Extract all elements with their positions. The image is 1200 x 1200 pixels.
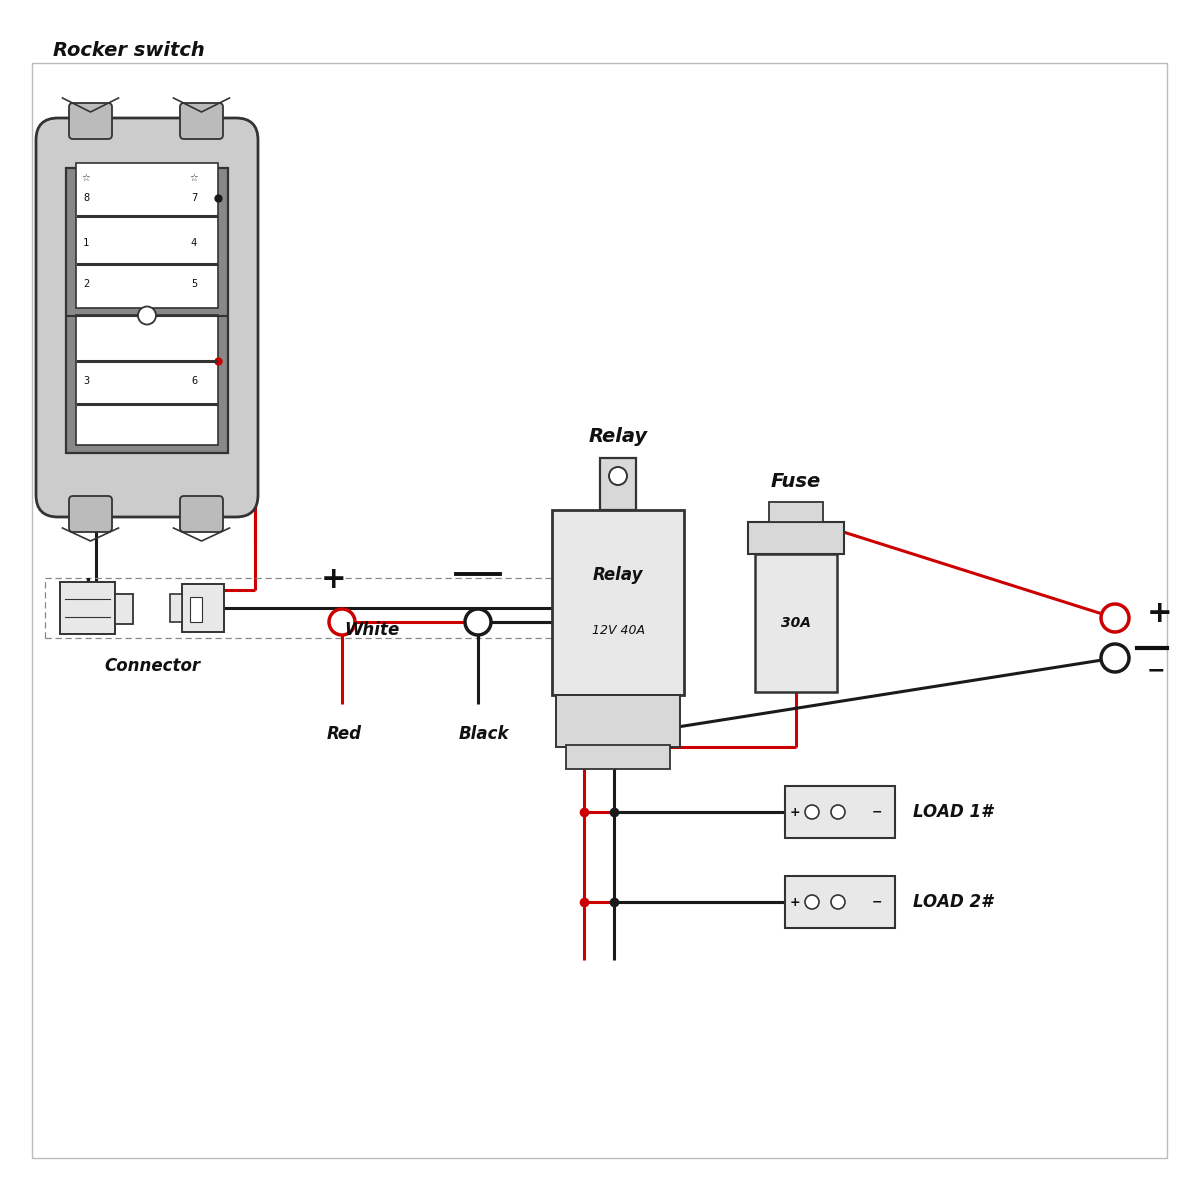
Text: −: − [871,805,882,818]
Circle shape [329,608,355,635]
FancyBboxPatch shape [769,502,823,522]
FancyBboxPatch shape [552,510,684,695]
Text: 7: 7 [191,192,197,203]
Text: Rocker switch: Rocker switch [53,41,205,60]
Text: +: + [322,565,347,594]
Text: 5: 5 [191,278,197,288]
FancyBboxPatch shape [76,316,218,445]
Circle shape [805,805,818,818]
Circle shape [805,895,818,910]
FancyBboxPatch shape [170,594,182,622]
Text: 2: 2 [83,278,89,288]
Text: 4: 4 [191,239,197,248]
Text: Relay: Relay [593,565,643,583]
FancyBboxPatch shape [70,496,112,532]
Text: −: − [871,895,882,908]
FancyBboxPatch shape [36,118,258,517]
Circle shape [610,467,628,485]
FancyBboxPatch shape [66,168,228,452]
FancyBboxPatch shape [32,62,1166,1158]
Text: White: White [344,622,400,638]
Circle shape [138,306,156,324]
Text: +: + [1147,600,1172,629]
Text: ☆: ☆ [190,173,198,182]
Circle shape [830,805,845,818]
FancyBboxPatch shape [556,695,680,746]
FancyBboxPatch shape [190,598,202,622]
FancyBboxPatch shape [76,163,218,307]
Text: Red: Red [326,725,361,743]
FancyBboxPatch shape [70,103,112,139]
Text: Black: Black [458,725,509,743]
Text: ☆: ☆ [82,173,90,182]
Text: +: + [790,895,800,908]
FancyBboxPatch shape [60,582,115,634]
FancyBboxPatch shape [182,584,224,632]
FancyBboxPatch shape [748,522,844,554]
FancyBboxPatch shape [180,496,223,532]
FancyBboxPatch shape [180,103,223,139]
Circle shape [1102,644,1129,672]
FancyBboxPatch shape [600,458,636,510]
FancyBboxPatch shape [566,745,670,769]
FancyBboxPatch shape [785,786,895,838]
FancyBboxPatch shape [755,554,836,692]
FancyBboxPatch shape [115,594,133,624]
Circle shape [830,895,845,910]
Text: Fuse: Fuse [770,473,821,492]
Circle shape [466,608,491,635]
Text: −: − [1147,660,1165,680]
Text: +: + [790,805,800,818]
Text: LOAD 2#: LOAD 2# [913,893,992,911]
Text: LOAD 1#: LOAD 1# [913,803,992,821]
Text: Connector: Connector [104,658,200,674]
Text: 1: 1 [83,239,89,248]
Text: 3: 3 [83,376,89,385]
FancyBboxPatch shape [785,876,895,928]
Text: Relay: Relay [588,426,648,445]
Text: 30A: 30A [781,616,811,630]
Text: 6: 6 [191,376,197,385]
Circle shape [1102,604,1129,632]
Text: 12V 40A: 12V 40A [592,624,644,637]
Text: 8: 8 [83,192,89,203]
